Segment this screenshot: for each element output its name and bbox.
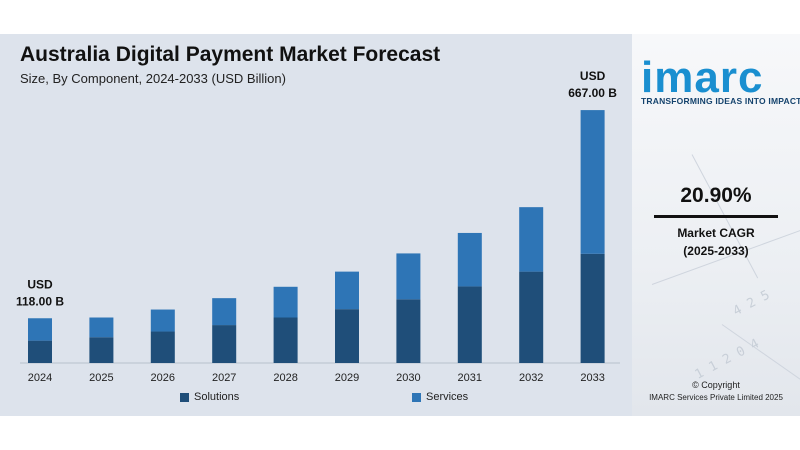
- cagr-divider: [654, 215, 778, 218]
- bar-services-2029: [335, 271, 359, 310]
- bar-services-2026: [150, 309, 175, 332]
- bar-solutions-2026: [150, 331, 175, 363]
- copyright-notice: © Copyright: [692, 380, 740, 390]
- legend-item-solutions: Solutions: [180, 391, 239, 403]
- bar-solutions-2029: [335, 309, 359, 363]
- cagr-period: (2025-2033): [683, 244, 749, 258]
- bar-solutions-2031: [457, 286, 482, 363]
- x-tick-label-2028: 2028: [273, 372, 297, 384]
- data-label-value-2033: 667.00 B: [568, 86, 617, 100]
- legend-label-solutions: Solutions: [194, 391, 240, 403]
- decorative-pattern: 4 2 5: [730, 287, 773, 320]
- side-panel: 4 2 5 1 1 2 0 4 imarc TRANSFORMING IDEAS…: [632, 34, 800, 416]
- bar-solutions-2027: [212, 325, 237, 363]
- x-tick-label-2032: 2032: [519, 372, 543, 384]
- cagr-value: 20.90%: [680, 184, 752, 207]
- legend-swatch-services: [412, 392, 421, 402]
- x-tick-label-2027: 2027: [212, 372, 236, 384]
- copyright-entity: IMARC Services Private Limited 2025: [649, 393, 783, 402]
- chart-panel: Australia Digital Payment Market Forecas…: [0, 34, 632, 416]
- bar-services-2031: [457, 232, 482, 287]
- bar-services-2028: [273, 286, 298, 318]
- brand-tagline: TRANSFORMING IDEAS INTO IMPACT: [641, 96, 800, 106]
- cagr-label: Market CAGR: [677, 226, 755, 240]
- x-tick-label-2033: 2033: [580, 372, 604, 384]
- bar-chart: 2024 2025 2026 2027 2028 2029 2030 2031 2032 2033…: [16, 69, 620, 384]
- bar-solutions-2030: [396, 299, 421, 363]
- x-tick-label-2029: 2029: [335, 372, 359, 384]
- bar-services-2025: [89, 317, 114, 338]
- chart-title: Australia Digital Payment Market Forecas…: [20, 43, 441, 66]
- legend-item-services: Services: [412, 391, 468, 403]
- x-tick-label-2025: 2025: [89, 372, 113, 384]
- x-tick-label-2024: 2024: [28, 372, 52, 384]
- data-label-value-2024: 118.00 B: [16, 294, 64, 308]
- bar-services-2032: [519, 207, 544, 272]
- infographic-frame: Australia Digital Payment Market Forecas…: [0, 34, 800, 416]
- decorative-pattern: 1 1 2 0 4: [692, 336, 762, 383]
- brand-logo: imarc: [641, 53, 764, 102]
- bar-solutions-2028: [273, 317, 298, 363]
- x-tick-label-2026: 2026: [151, 372, 175, 384]
- data-label-unit-2024: USD: [27, 277, 53, 291]
- bar-services-2033: [580, 110, 605, 254]
- legend-label-services: Services: [426, 391, 469, 403]
- bar-services-2027: [212, 298, 237, 326]
- bar-solutions-2033: [580, 253, 605, 363]
- chart-subtitle: Size, By Component, 2024-2033 (USD Billi…: [20, 71, 286, 86]
- bar-solutions-2024: [28, 340, 52, 363]
- bar-services-2024: [28, 318, 52, 341]
- x-tick-label-2031: 2031: [458, 372, 482, 384]
- bar-services-2030: [396, 253, 421, 300]
- bar-solutions-2025: [89, 337, 114, 363]
- data-label-unit-2033: USD: [580, 69, 606, 83]
- bar-solutions-2032: [519, 271, 544, 363]
- x-tick-label-2030: 2030: [396, 372, 420, 384]
- legend-swatch-solutions: [180, 392, 189, 402]
